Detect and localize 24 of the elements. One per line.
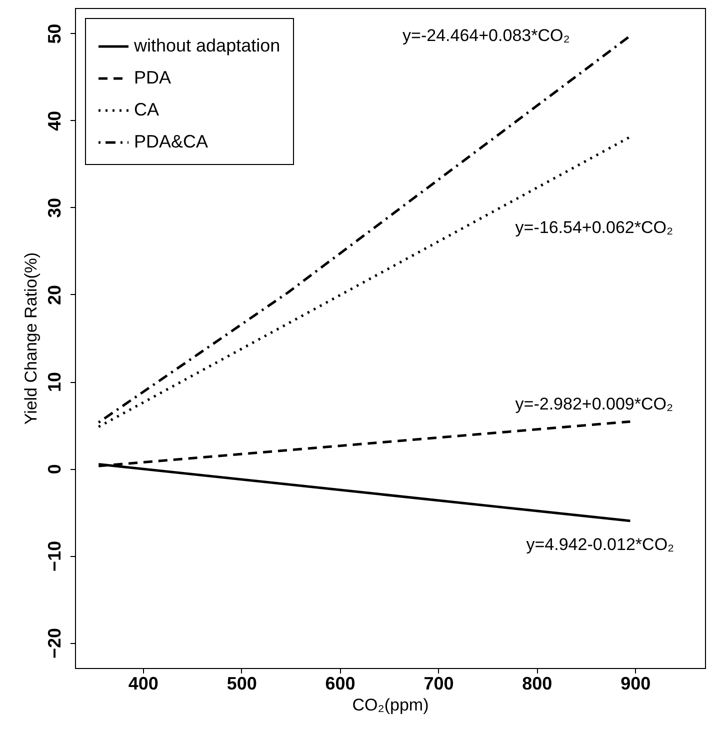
y-tick-label: 30: [44, 198, 64, 218]
x-tick-label: 600: [325, 674, 356, 694]
annotation: y=-16.54+0.062*CO₂: [515, 218, 674, 237]
y-tick-label: 10: [44, 372, 64, 392]
x-tick-label: 500: [226, 674, 257, 694]
y-tick-label: 0: [44, 464, 64, 474]
annotation: y=-2.982+0.009*CO₂: [515, 394, 674, 414]
y-tick-label: 20: [44, 284, 64, 305]
annotation: y=4.942-0.012*CO₂: [526, 534, 674, 554]
x-axis-title: CO₂(ppm): [352, 696, 429, 714]
y-tick-label: 40: [44, 110, 64, 131]
x-tick-label: 700: [424, 674, 454, 694]
annotation: y=-24.464+0.083*CO₂: [402, 26, 570, 45]
legend-label: CA: [134, 100, 160, 120]
y-tick-label: 50: [44, 24, 64, 44]
legend-label: PDA: [134, 68, 172, 88]
x-tick-label: 900: [620, 674, 651, 694]
x-tick-label: 400: [128, 674, 158, 694]
y-tick-label: −10: [44, 540, 64, 572]
x-tick-label: 800: [522, 674, 552, 694]
legend-label: without adaptation: [133, 36, 280, 56]
legend-label: PDA&CA: [134, 132, 208, 152]
y-axis-title: Yield Change Ratio(%): [22, 252, 40, 425]
y-tick-label: −20: [44, 628, 64, 659]
